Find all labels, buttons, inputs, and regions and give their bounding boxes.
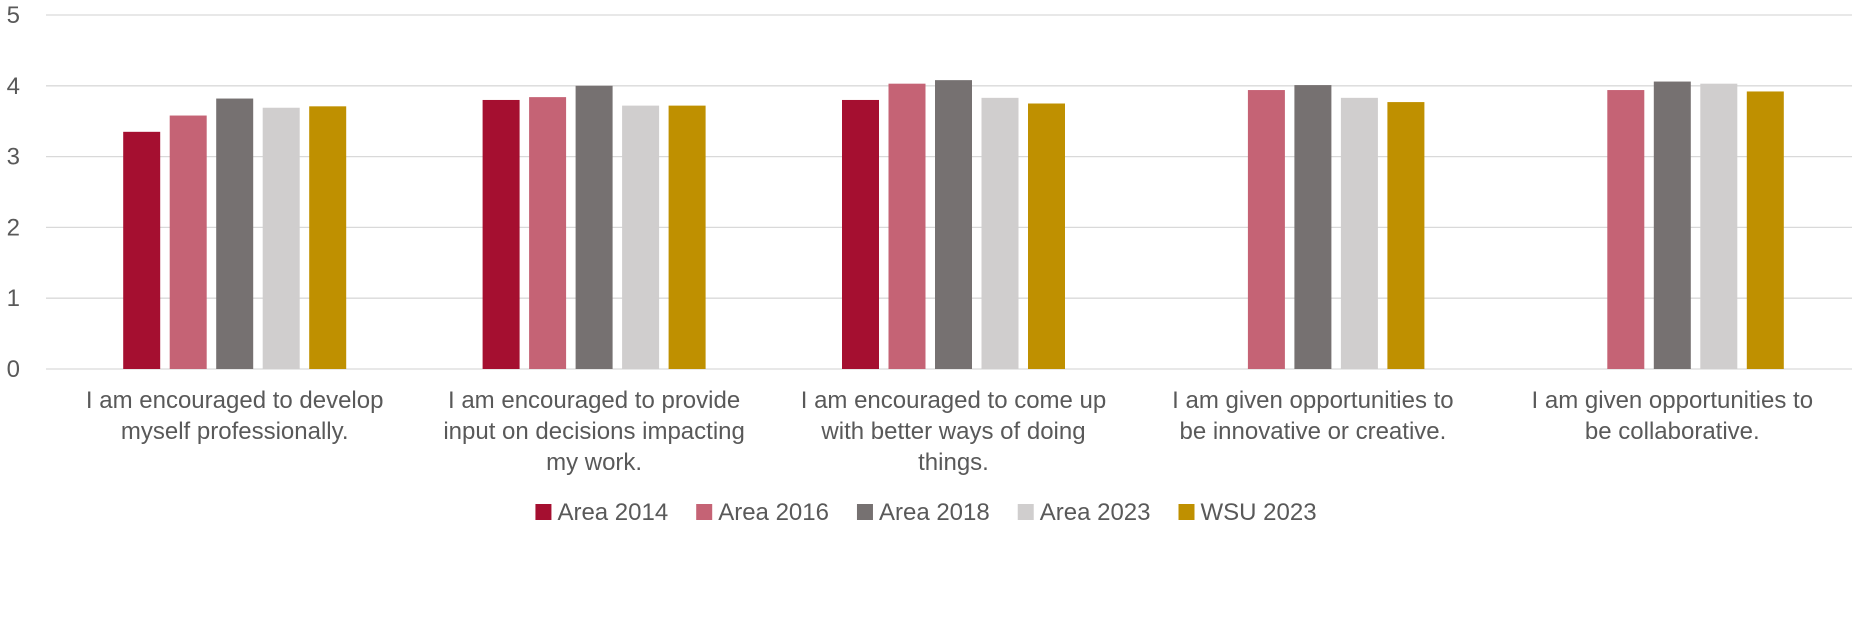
bar-area-2018-cat-1 — [216, 98, 254, 369]
bar-area-2018-cat-2 — [575, 85, 613, 370]
y-tick-label: 1 — [7, 285, 20, 312]
bar-area-2014-cat-2 — [482, 99, 520, 370]
bar-area-2016-cat-2 — [529, 97, 567, 370]
bar-area-2014-cat-1 — [123, 131, 161, 369]
legend-swatch — [1178, 504, 1195, 520]
category-label-line: I am encouraged to provide — [448, 387, 740, 414]
category-label-line: myself professionally. — [121, 418, 349, 445]
bar-wsu-2023-cat-5 — [1746, 91, 1784, 370]
bar-area-2016-cat-4 — [1247, 90, 1285, 369]
legend-swatch — [696, 504, 713, 520]
legend-label: Area 2014 — [557, 499, 668, 526]
bar-area-2023-cat-4 — [1340, 97, 1378, 369]
bar-area-2023-cat-3 — [981, 97, 1019, 369]
category-label-line: my work. — [546, 449, 642, 476]
bar-area-2016-cat-3 — [888, 83, 926, 370]
bar-wsu-2023-cat-4 — [1387, 102, 1425, 370]
category-label-line: with better ways of doing — [820, 418, 1085, 445]
legend-label: Area 2023 — [1040, 499, 1151, 526]
bar-area-2023-cat-5 — [1700, 83, 1738, 370]
category-label-line: input on decisions impacting — [443, 418, 745, 445]
bar-area-2023-cat-1 — [262, 107, 300, 370]
bar-area-2016-cat-1 — [169, 115, 207, 369]
category-label-line: things. — [918, 449, 989, 476]
category-label-line: I am encouraged to develop — [86, 387, 384, 414]
y-tick-label: 0 — [7, 356, 20, 383]
y-axis-ticks: 0 1 2 3 4 5 — [7, 2, 20, 383]
legend-label: Area 2018 — [879, 499, 990, 526]
legend-swatch — [856, 504, 873, 520]
bar-area-2018-cat-5 — [1653, 81, 1691, 369]
bar-wsu-2023-cat-3 — [1028, 103, 1065, 369]
category-label-line: I am encouraged to come up — [801, 387, 1107, 414]
category-label-line: be innovative or creative. — [1179, 418, 1446, 445]
legend-label: WSU 2023 — [1201, 499, 1317, 526]
bar-area-2023-cat-2 — [622, 105, 660, 370]
y-tick-label: 4 — [7, 73, 20, 100]
bars — [123, 80, 1784, 370]
legend-label: Area 2016 — [718, 499, 829, 526]
legend: Area 2014 Area 2016 Area 2018 Area 2023 WSU … — [535, 499, 1317, 526]
bar-area-2018-cat-4 — [1294, 85, 1332, 369]
bar-wsu-2023-cat-1 — [309, 106, 347, 369]
bar-area-2018-cat-3 — [935, 80, 972, 370]
category-label-line: I am given opportunities to — [1532, 387, 1814, 414]
bar-area-2016-cat-5 — [1607, 90, 1645, 369]
y-tick-label: 5 — [7, 2, 20, 29]
category-label-line: I am given opportunities to — [1172, 387, 1454, 414]
x-axis-categories: I am encouraged to develop myself profess… — [86, 387, 1813, 476]
legend-swatch — [1017, 504, 1034, 520]
y-tick-label: 2 — [7, 214, 20, 241]
y-tick-label: 3 — [7, 144, 20, 171]
legend-swatch — [535, 504, 552, 520]
category-label-line: be collaborative. — [1585, 418, 1760, 445]
bar-area-2014-cat-3 — [842, 99, 879, 370]
bar-wsu-2023-cat-2 — [668, 105, 706, 370]
